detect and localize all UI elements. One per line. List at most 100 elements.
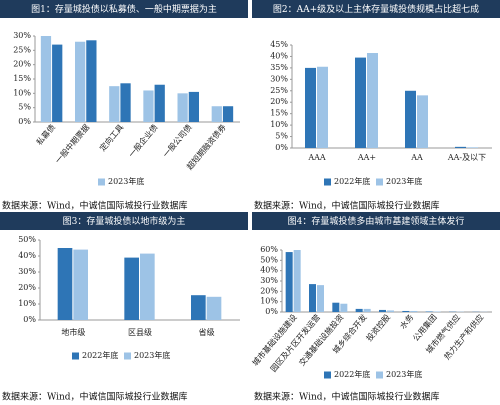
x-tick-label: 定向工具	[97, 122, 125, 153]
bar	[402, 310, 410, 312]
bar	[57, 248, 73, 320]
source-note: 数据来源：Wind，中诚信国际城投行业数据库	[2, 391, 188, 403]
bar	[467, 147, 478, 148]
bar	[75, 41, 86, 122]
bar	[177, 93, 188, 122]
chart-title: 图3：存量城投债以地市级为主	[63, 215, 186, 227]
y-tick-label: 10%	[13, 88, 31, 97]
y-tick-label: 10%	[260, 297, 278, 306]
y-tick-label: 40%	[260, 266, 278, 275]
y-tick-label: 10%	[270, 120, 288, 129]
y-tick-label: 30%	[13, 31, 31, 40]
x-tick-label: 一般企业债	[126, 122, 159, 159]
x-tick-label: 省级	[199, 327, 215, 337]
x-tick-label: 水务	[397, 312, 415, 331]
bar	[410, 310, 418, 312]
bar	[222, 106, 234, 122]
y-tick-label: 10%	[18, 299, 36, 308]
legend-swatch	[98, 178, 105, 186]
y-tick-label: 60%	[260, 245, 278, 254]
panel-header	[0, 212, 248, 230]
legend-label: 2023年底	[386, 176, 422, 186]
y-tick-label: 0%	[275, 143, 288, 152]
y-tick-label: 15%	[270, 109, 288, 118]
legend-swatch	[72, 352, 79, 360]
bar	[154, 84, 165, 122]
legend-swatch	[376, 178, 383, 186]
y-tick-label: 0%	[265, 307, 278, 316]
bar	[405, 90, 416, 148]
legend-label: 2023年底	[108, 176, 144, 186]
bar	[73, 249, 88, 320]
y-tick-label: 20%	[13, 60, 31, 69]
source-note: 数据来源：Wind，中诚信国际城投行业数据库	[2, 200, 188, 212]
bar	[387, 310, 394, 312]
bar	[293, 250, 301, 312]
legend-swatch	[376, 371, 383, 379]
legend-label: 2023年底	[386, 369, 422, 379]
x-tick-label: 投资控股	[364, 312, 392, 343]
chart-title: 图2：AA+级及以上主体存量城投债规模占比超七成	[273, 3, 479, 15]
bar	[317, 66, 328, 148]
bar	[86, 40, 97, 122]
y-tick-label: 15%	[13, 74, 31, 83]
bar	[355, 308, 363, 312]
bar	[140, 253, 155, 320]
y-tick-label: 45%	[270, 40, 288, 49]
legend-label: 2022年底	[334, 176, 370, 186]
source-note: 数据来源：Wind，中诚信国际城投行业数据库	[254, 391, 440, 403]
x-tick-label: 一般公司债	[160, 122, 193, 159]
legend-label: 2022年底	[82, 350, 118, 360]
bar	[367, 53, 378, 149]
bar	[305, 67, 316, 148]
panel-header	[0, 0, 248, 18]
x-tick-label: 地市级	[61, 327, 85, 337]
x-tick-label: 区县级	[128, 327, 152, 337]
y-tick-label: 0%	[18, 117, 31, 126]
x-tick-label: AAA	[307, 153, 326, 162]
bar	[417, 95, 428, 148]
bar	[309, 284, 316, 312]
bar	[191, 295, 206, 320]
legend-swatch	[124, 352, 131, 360]
bar	[455, 146, 466, 148]
bar	[285, 252, 293, 312]
y-tick-label: 30%	[18, 267, 36, 276]
y-tick-label: 20%	[260, 286, 278, 295]
chart-title: 图4：存量城投债多由城市基建领域主体发行	[288, 215, 465, 227]
y-tick-label: 20%	[270, 97, 288, 106]
y-tick-label: 5%	[275, 132, 288, 141]
y-tick-label: 40%	[270, 51, 288, 60]
legend-swatch	[324, 178, 331, 186]
bar	[211, 106, 222, 122]
y-tick-label: 50%	[260, 255, 278, 264]
bar	[40, 36, 52, 122]
bar	[52, 44, 63, 122]
bar	[124, 257, 139, 320]
source-note: 数据来源：Wind，中诚信国际城投行业数据库	[254, 200, 440, 212]
bar	[340, 303, 348, 312]
chart-title: 图1：存量城投债以私募债、一般中期票据为主	[31, 3, 217, 15]
panel-header	[252, 0, 500, 18]
y-tick-label: 30%	[270, 74, 288, 83]
y-tick-label: 5%	[18, 103, 31, 112]
y-tick-label: 0%	[23, 315, 36, 324]
x-tick-label: 一般中期票据	[53, 122, 92, 165]
y-tick-label: 25%	[13, 45, 31, 54]
bar	[379, 309, 386, 312]
bar	[120, 83, 131, 122]
bar	[206, 296, 222, 320]
bar	[363, 308, 371, 312]
legend-swatch	[324, 371, 331, 379]
x-tick-label: AA	[410, 153, 423, 162]
bar	[425, 311, 433, 312]
y-tick-label: 25%	[270, 86, 288, 95]
y-tick-label: 40%	[18, 251, 36, 260]
bar	[109, 86, 120, 122]
y-tick-label: 35%	[270, 63, 288, 72]
x-tick-label: AA+	[357, 153, 376, 162]
bar	[332, 302, 340, 312]
bar	[317, 285, 324, 312]
bar	[143, 90, 154, 122]
